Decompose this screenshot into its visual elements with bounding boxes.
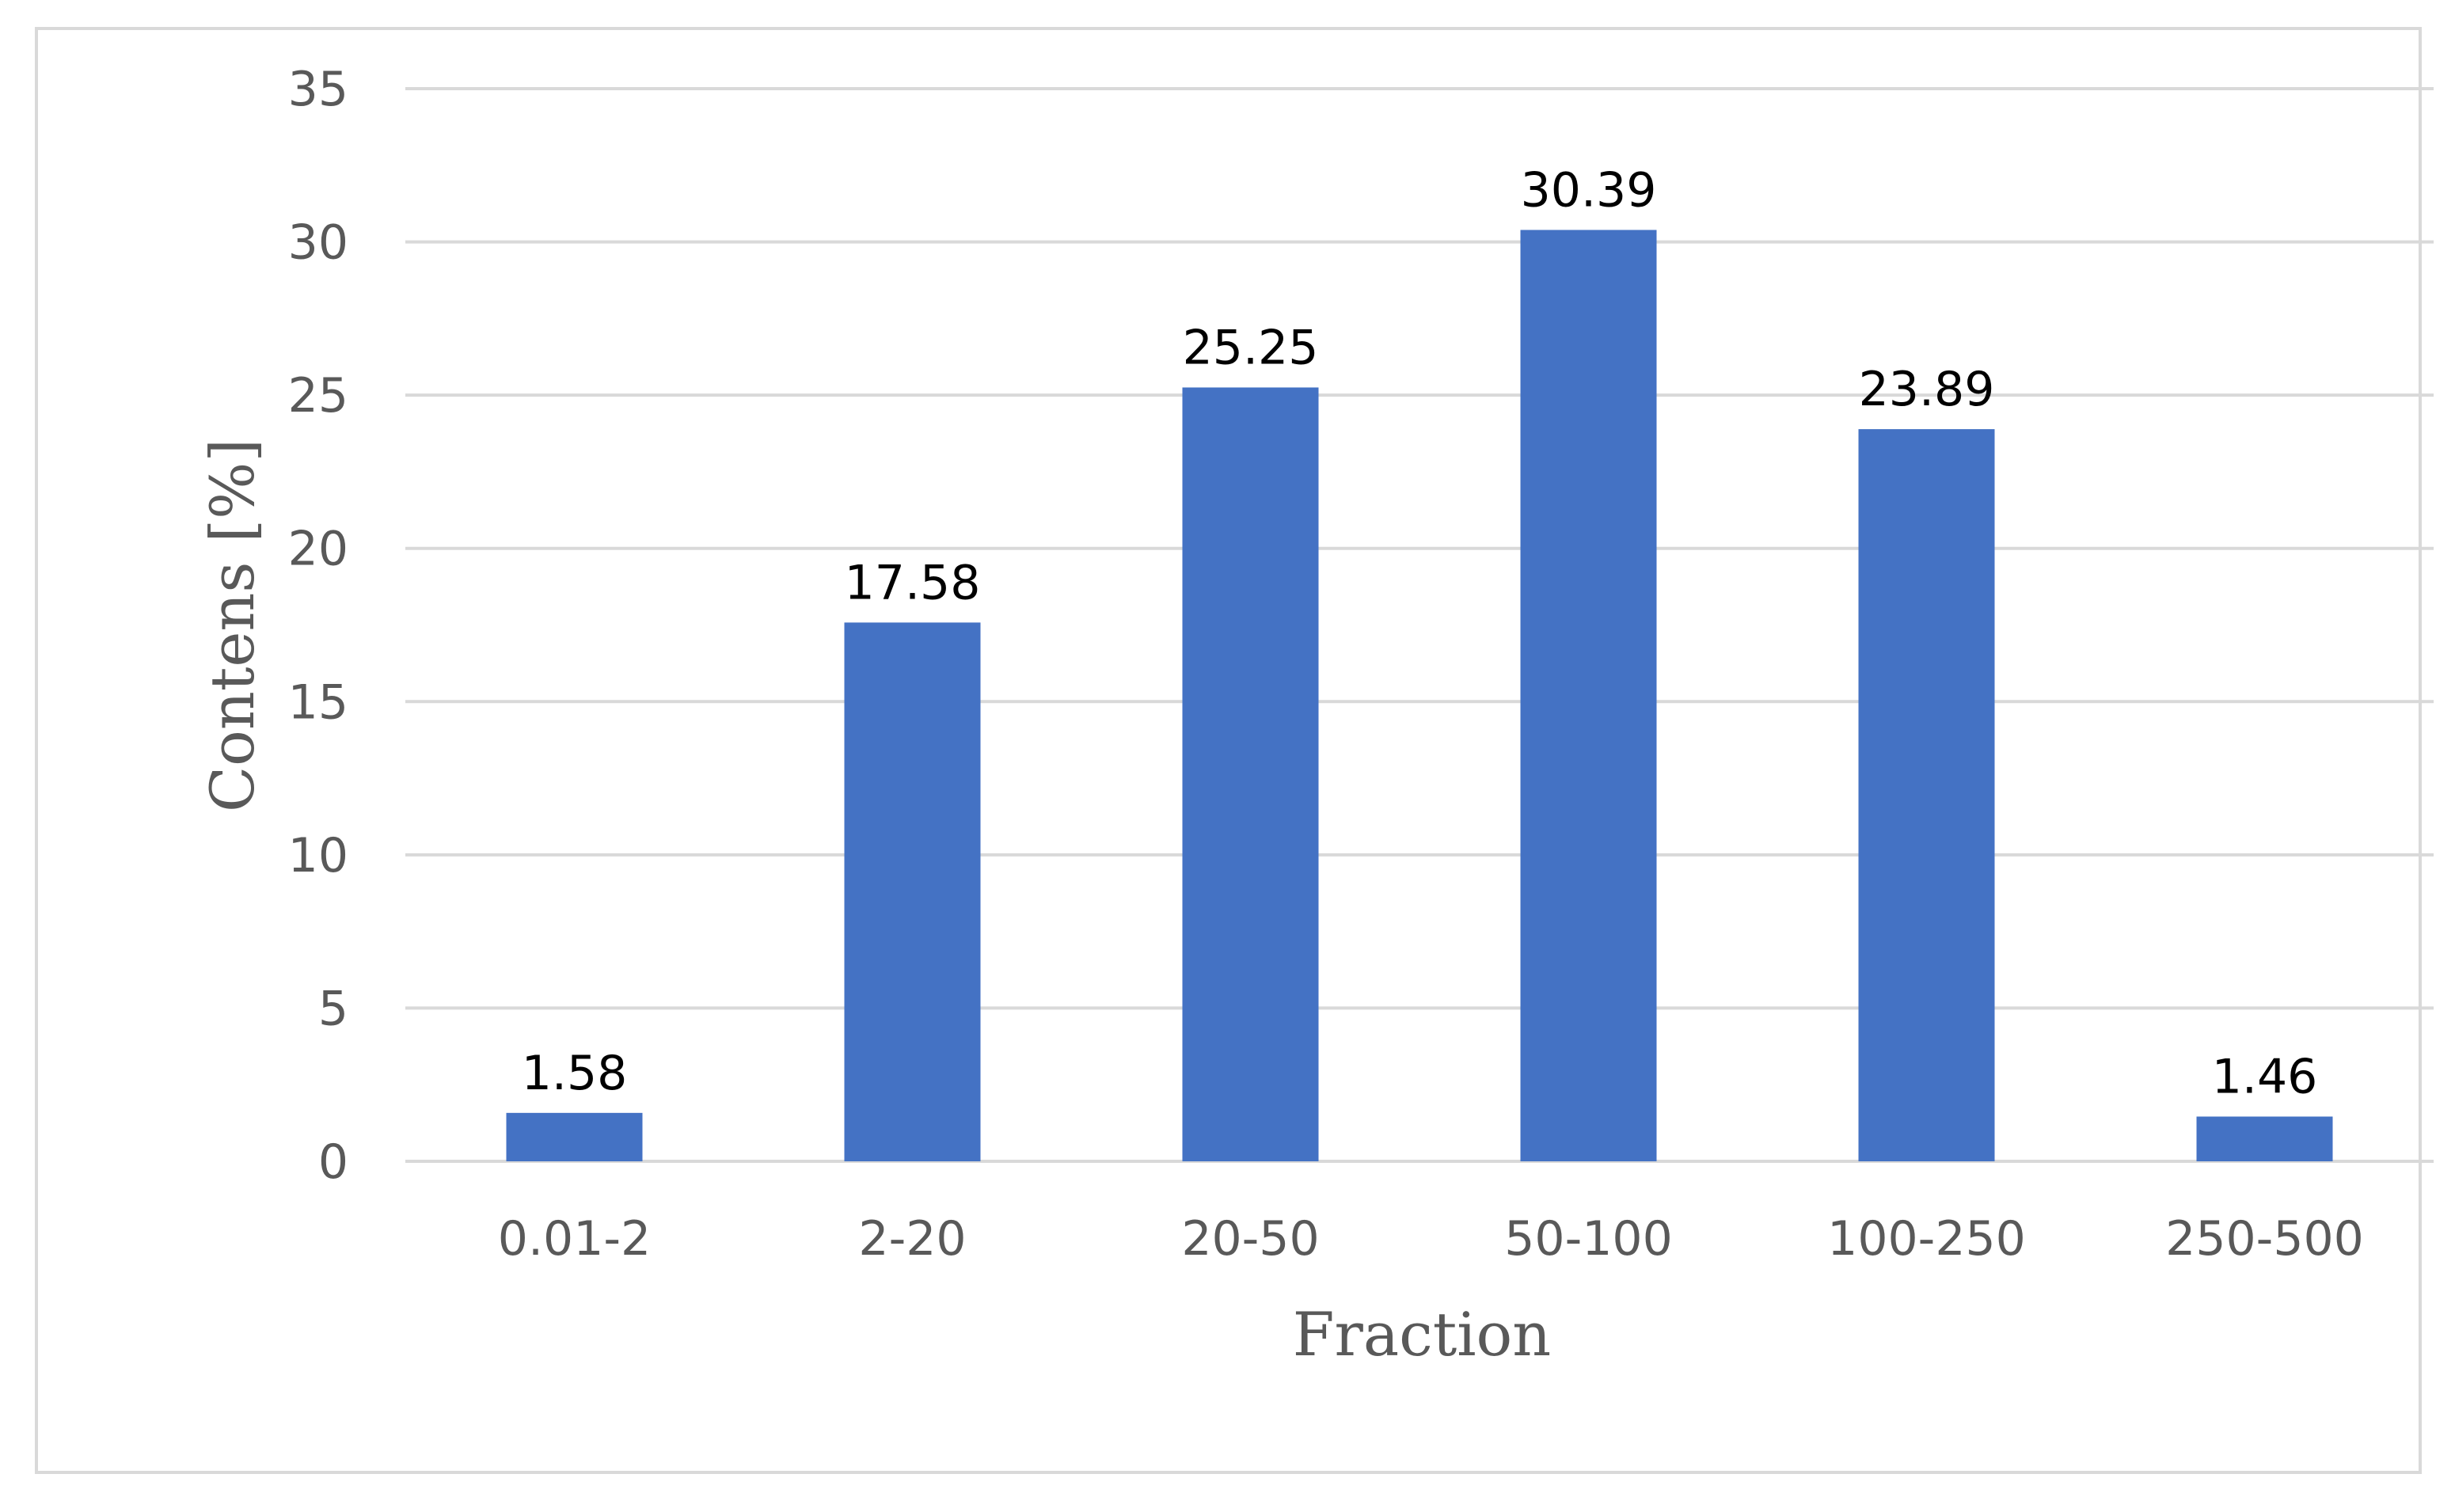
y-tick-label: 20 [288, 522, 348, 577]
x-tick-label-0.01-2: 0.01-2 [498, 1211, 651, 1267]
y-tick-label: 5 [318, 981, 348, 1036]
gridlines [405, 87, 2434, 1163]
bar-2-20 [844, 622, 981, 1161]
y-tick-label: 30 [288, 215, 348, 271]
chart-frame [35, 27, 2422, 1474]
y-tick-label: 10 [288, 828, 348, 883]
data-label-250-500: 1.46 [2212, 1049, 2318, 1104]
x-axis-ticks: 0.01-2 2-20 20-50 50-100 100-250 250-500 [498, 1211, 2364, 1267]
y-tick-label: 25 [288, 368, 348, 424]
bar-0.01-2 [506, 1112, 643, 1161]
bar-20-50 [1182, 387, 1319, 1161]
bar-250-500 [2196, 1116, 2333, 1161]
data-labels: 1.58 17.58 25.25 30.39 23.89 1.46 [522, 162, 2318, 1104]
bars [506, 230, 2333, 1161]
x-tick-label-2-20: 2-20 [858, 1211, 966, 1267]
data-label-2-20: 17.58 [845, 555, 981, 610]
y-tick-label: 0 [318, 1134, 348, 1190]
x-tick-label-250-500: 250-500 [2165, 1211, 2364, 1267]
data-label-20-50: 25.25 [1183, 320, 1319, 375]
y-axis-ticks: 0 5 10 15 20 25 30 35 [288, 62, 348, 1190]
data-label-0.01-2: 1.58 [522, 1046, 628, 1101]
data-label-100-250: 23.89 [1859, 362, 1995, 417]
x-axis-title: Fraction [1293, 1299, 1552, 1370]
y-axis-title: Contens [%] [197, 439, 268, 812]
y-tick-label: 15 [288, 674, 348, 730]
bar-100-250 [1858, 429, 1995, 1161]
data-label-50-100: 30.39 [1521, 162, 1657, 218]
y-tick-label: 35 [288, 62, 348, 117]
x-tick-label-100-250: 100-250 [1827, 1211, 2026, 1267]
x-tick-label-20-50: 20-50 [1181, 1211, 1319, 1267]
bar-50-100 [1520, 230, 1657, 1161]
x-tick-label-50-100: 50-100 [1504, 1211, 1673, 1267]
